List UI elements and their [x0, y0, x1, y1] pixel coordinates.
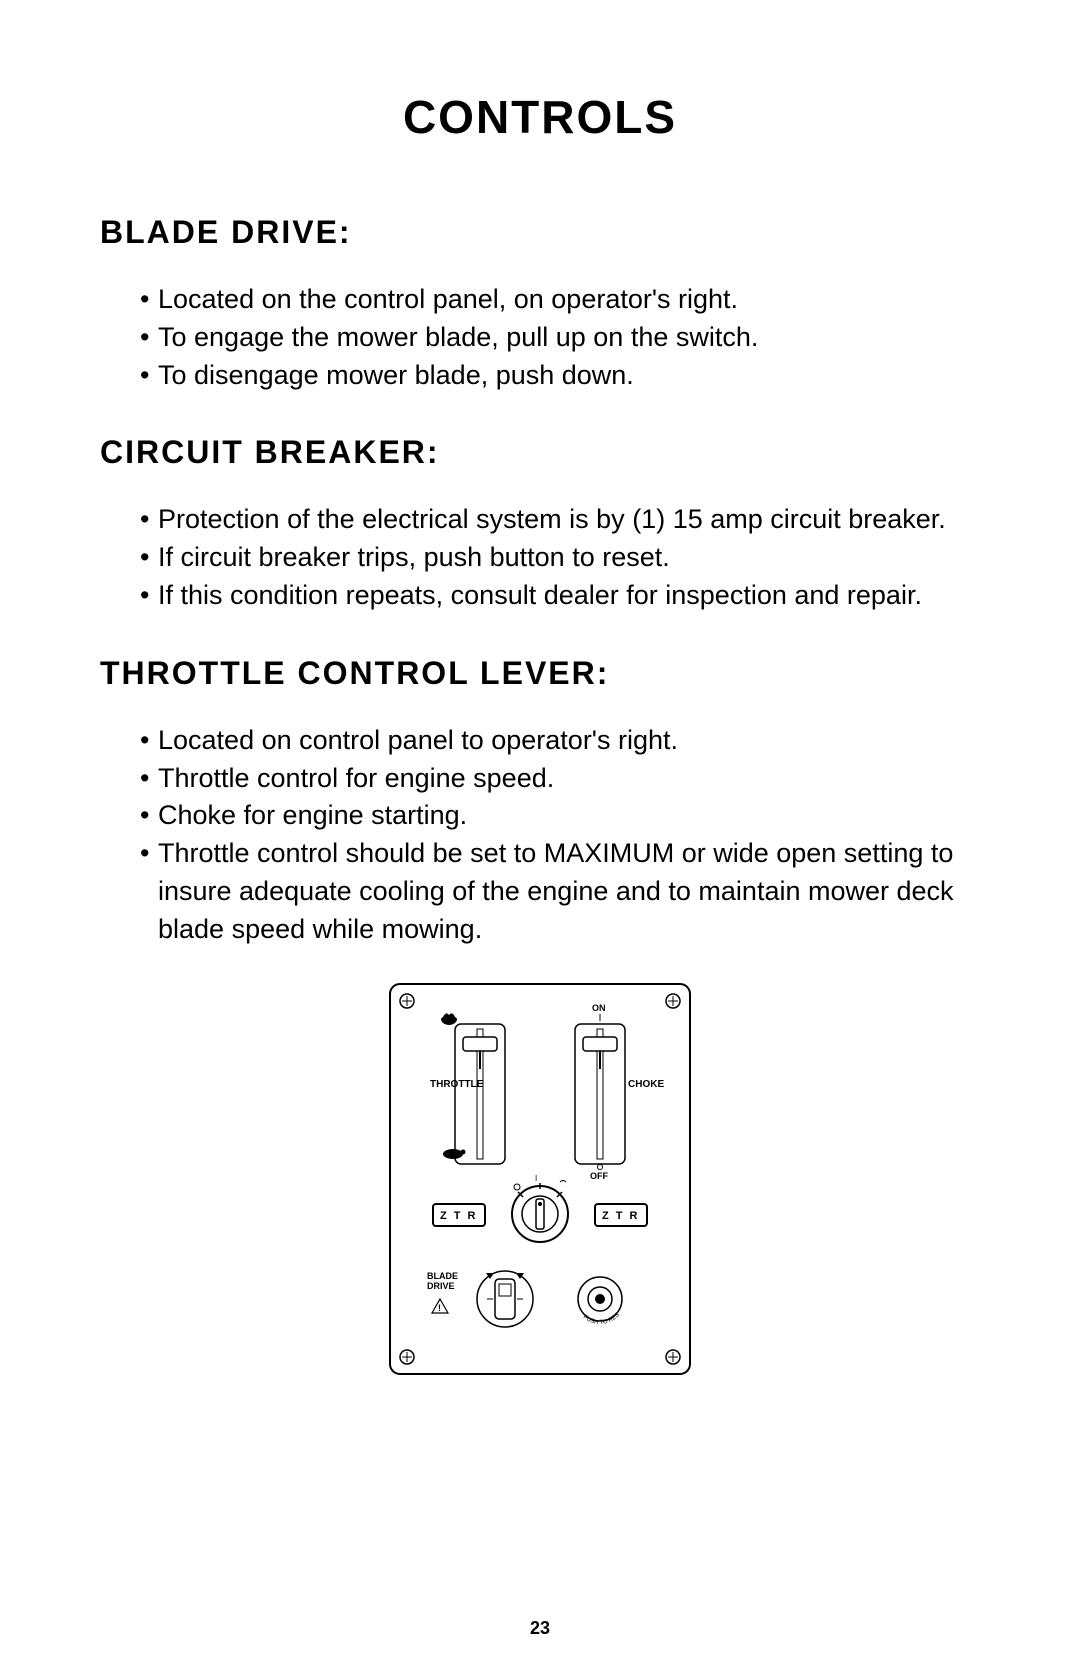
svg-text:!: ! [438, 1303, 441, 1313]
bullet-item: To engage the mower blade, pull up on th… [140, 319, 980, 357]
bullet-item: Throttle control should be set to MAXIMU… [140, 835, 980, 948]
svg-text:PUSH TO RESET: PUSH TO RESET [385, 979, 621, 1326]
bullet-item: If circuit breaker trips, push button to… [140, 539, 980, 577]
bullet-item: Located on the control panel, on operato… [140, 281, 980, 319]
off-label: OFF [590, 1171, 608, 1181]
bullet-list-circuit-breaker: Protection of the electrical system is b… [100, 501, 980, 614]
section-heading-circuit-breaker: CIRCUIT BREAKER: [100, 434, 980, 471]
bullet-list-blade-drive: Located on the control panel, on operato… [100, 281, 980, 394]
bullet-list-throttle: Located on control panel to operator's r… [100, 722, 980, 949]
blade-drive-label: BLADE [427, 1271, 458, 1281]
ztr-label-left: Z T R [440, 1210, 478, 1222]
choke-label: CHOKE [628, 1079, 664, 1090]
diagram-container: THROTTLE ON OFF CHOKE I Z T R Z T R [100, 979, 980, 1379]
bullet-item: If this condition repeats, consult deale… [140, 577, 980, 615]
bullet-item: To disengage mower blade, push down. [140, 357, 980, 395]
section-heading-blade-drive: BLADE DRIVE: [100, 214, 980, 251]
bullet-item: Throttle control for engine speed. [140, 760, 980, 798]
throttle-label: THROTTLE [430, 1079, 484, 1090]
bullet-item: Protection of the electrical system is b… [140, 501, 980, 539]
svg-text:I: I [535, 1174, 537, 1183]
on-label: ON [592, 1003, 606, 1013]
page-number: 23 [0, 1618, 1080, 1639]
bullet-item: Choke for engine starting. [140, 797, 980, 835]
page-title: CONTROLS [100, 90, 980, 144]
bullet-item: Located on control panel to operator's r… [140, 722, 980, 760]
control-panel-diagram: THROTTLE ON OFF CHOKE I Z T R Z T R [385, 979, 695, 1379]
ztr-label-right: Z T R [602, 1210, 640, 1222]
section-heading-throttle: THROTTLE CONTROL LEVER: [100, 655, 980, 692]
svg-text:DRIVE: DRIVE [427, 1281, 455, 1291]
